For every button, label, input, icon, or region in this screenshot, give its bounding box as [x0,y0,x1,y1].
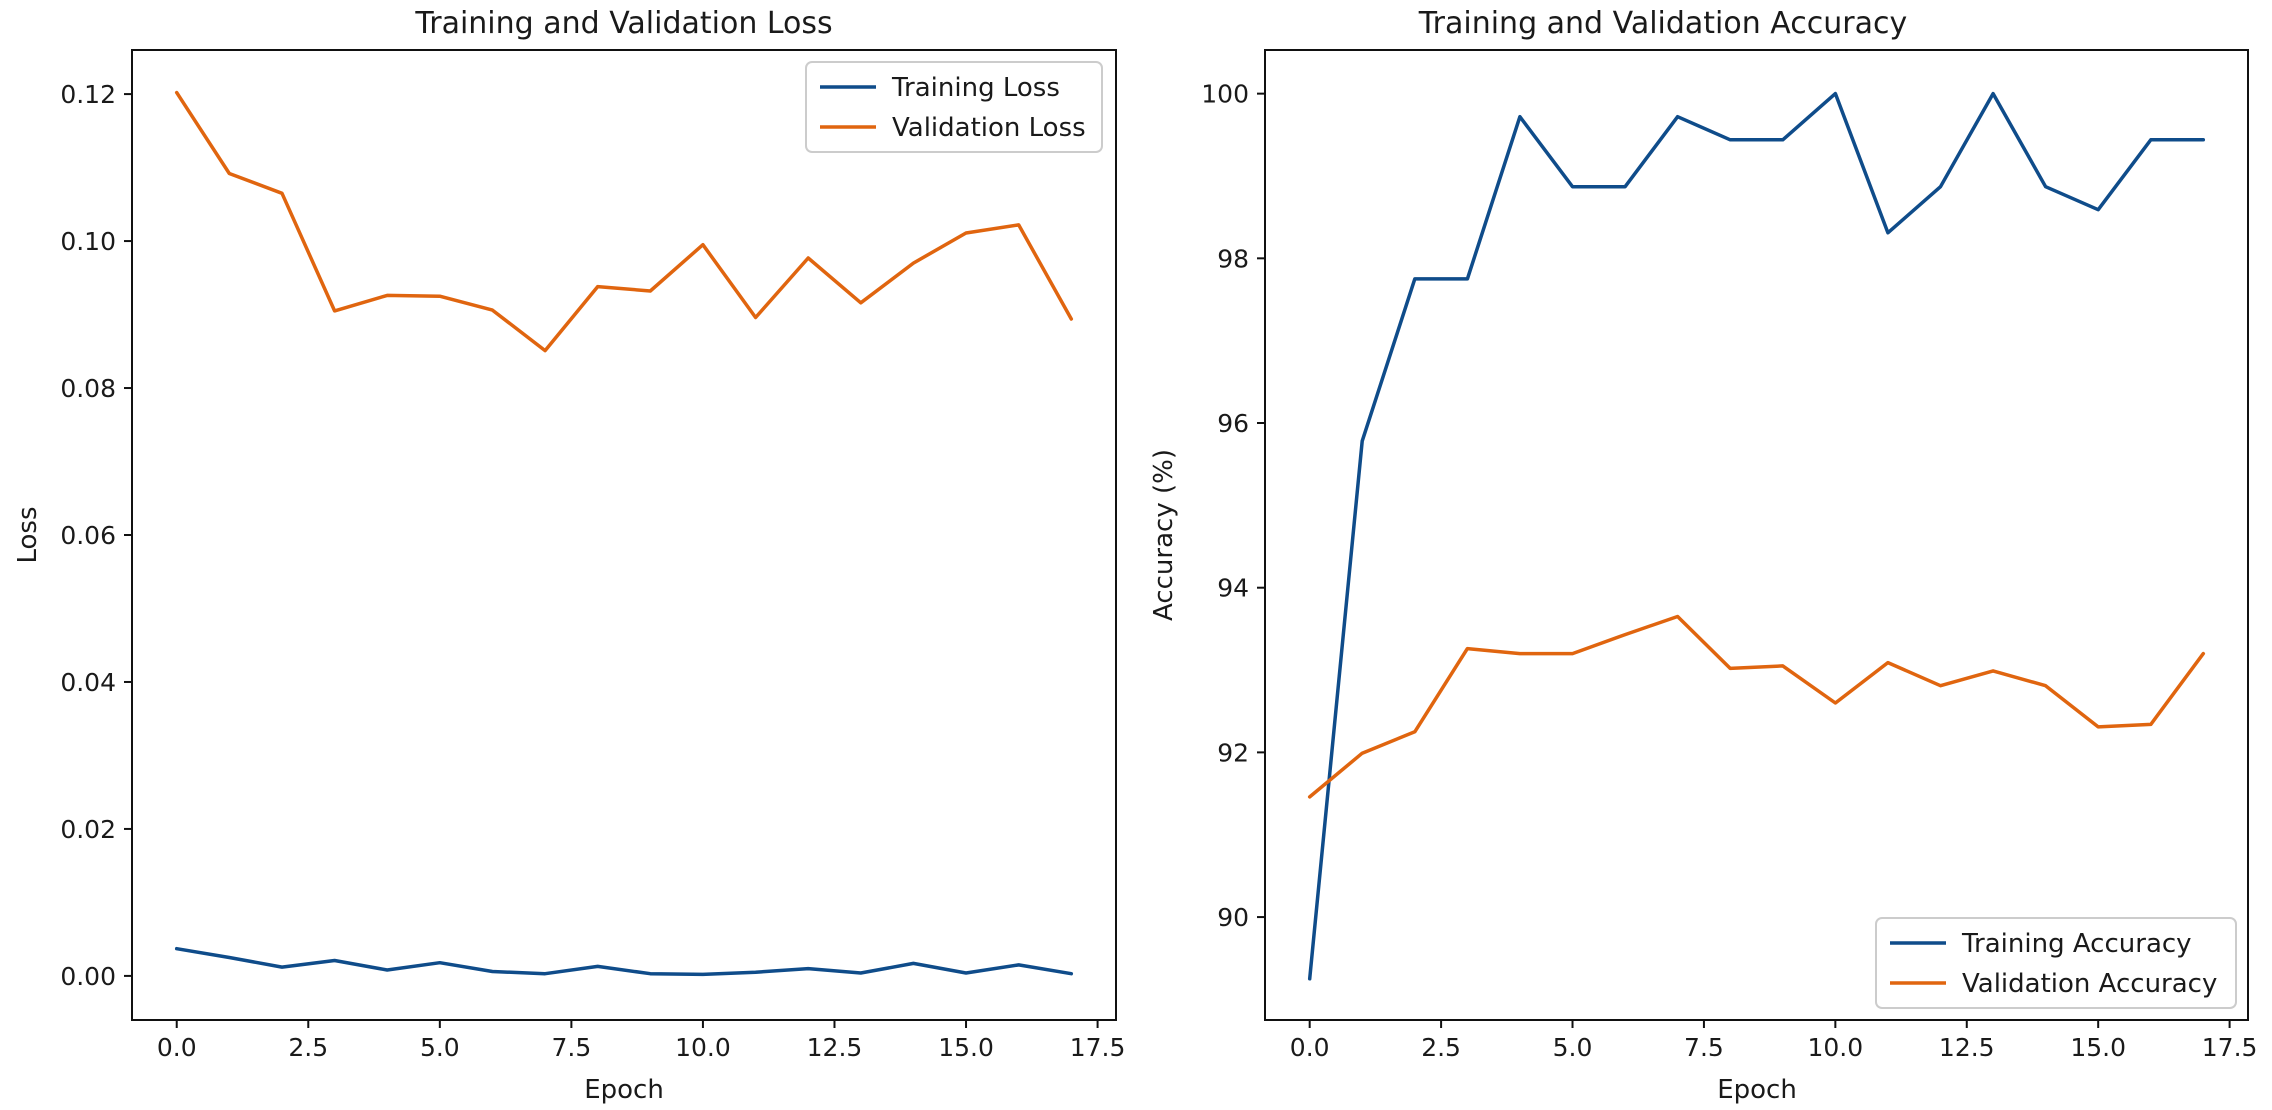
chart-title: Training and Validation Loss [414,6,832,41]
x-tick-label: 7.5 [1684,1033,1724,1062]
series-line-validation-loss [174,90,1074,353]
x-tick-label: 10.0 [675,1033,731,1062]
series-line-training-accuracy [1307,91,2206,981]
y-tick-label: 0.06 [60,521,116,550]
y-tick-label: 98 [1217,244,1249,273]
x-tick-label: 7.5 [551,1033,591,1062]
series-lines [1307,91,2206,981]
x-tick-label: 12.5 [1939,1033,1995,1062]
x-tick-label: 12.5 [807,1033,863,1062]
legend-box [1875,917,2237,1009]
y-tick-label: 0.04 [60,668,116,697]
y-tick-label: 90 [1217,903,1249,932]
series-line-validation-accuracy [1307,614,2206,799]
series-lines [174,90,1074,977]
legend-label-training-loss: Training Loss [891,73,1060,103]
x-tick-label: 17.5 [2202,1033,2258,1062]
y-tick-label: 0.00 [60,962,116,991]
y-tick-label: 0.08 [60,374,116,403]
x-tick-label: 2.5 [1421,1033,1461,1062]
x-tick-label: 5.0 [420,1033,460,1062]
y-tick-label: 0.10 [60,227,116,256]
x-tick-label: 15.0 [938,1033,994,1062]
x-axis-label: Epoch [584,1075,664,1105]
x-tick-label: 0.0 [157,1033,197,1062]
legend: Training Accuracy Validation Accuracy [1875,917,2237,1009]
legend-label-validation-loss: Validation Loss [892,113,1086,143]
y-tick-label: 100 [1201,80,1249,109]
x-tick-label: 2.5 [288,1033,328,1062]
legend-box [805,61,1103,153]
x-tick-label: 15.0 [2070,1033,2126,1062]
y-axis-ticks: 90 92 94 96 98 100 [1201,80,1265,932]
legend-label-validation-accuracy: Validation Accuracy [1962,969,2217,999]
x-axis-ticks: 0.0 2.5 5.0 7.5 10.0 12.5 15.0 17.5 [1290,1020,2258,1062]
loss-chart: Training and Validation Loss 0.0 2.5 5.0 7.… [13,6,1125,1105]
x-tick-label: 0.0 [1290,1033,1330,1062]
y-tick-label: 0.02 [60,815,116,844]
legend-label-training-accuracy: Training Accuracy [1961,929,2192,959]
y-tick-label: 0.12 [60,80,116,109]
y-tick-label: 94 [1217,574,1249,603]
series-line-training-loss [174,946,1074,977]
y-axis-ticks: 0.00 0.02 0.04 0.06 0.08 0.10 0.12 [60,80,132,991]
x-axis-ticks: 0.0 2.5 5.0 7.5 10.0 12.5 15.0 17.5 [157,1020,1126,1062]
accuracy-chart: Training and Validation Accuracy 0.0 2.5 5… [1149,6,2257,1105]
x-tick-label: 17.5 [1070,1033,1126,1062]
y-tick-label: 92 [1217,738,1249,767]
x-tick-label: 5.0 [1553,1033,1593,1062]
x-axis-label: Epoch [1717,1075,1797,1105]
chart-title: Training and Validation Accuracy [1418,6,1908,41]
legend: Training Loss Validation Loss [805,61,1103,153]
y-tick-label: 96 [1217,409,1249,438]
plot-area [1264,49,2249,1021]
y-axis-label: Accuracy (%) [1149,449,1179,621]
y-axis-label: Loss [13,506,43,563]
x-tick-label: 10.0 [1808,1033,1864,1062]
